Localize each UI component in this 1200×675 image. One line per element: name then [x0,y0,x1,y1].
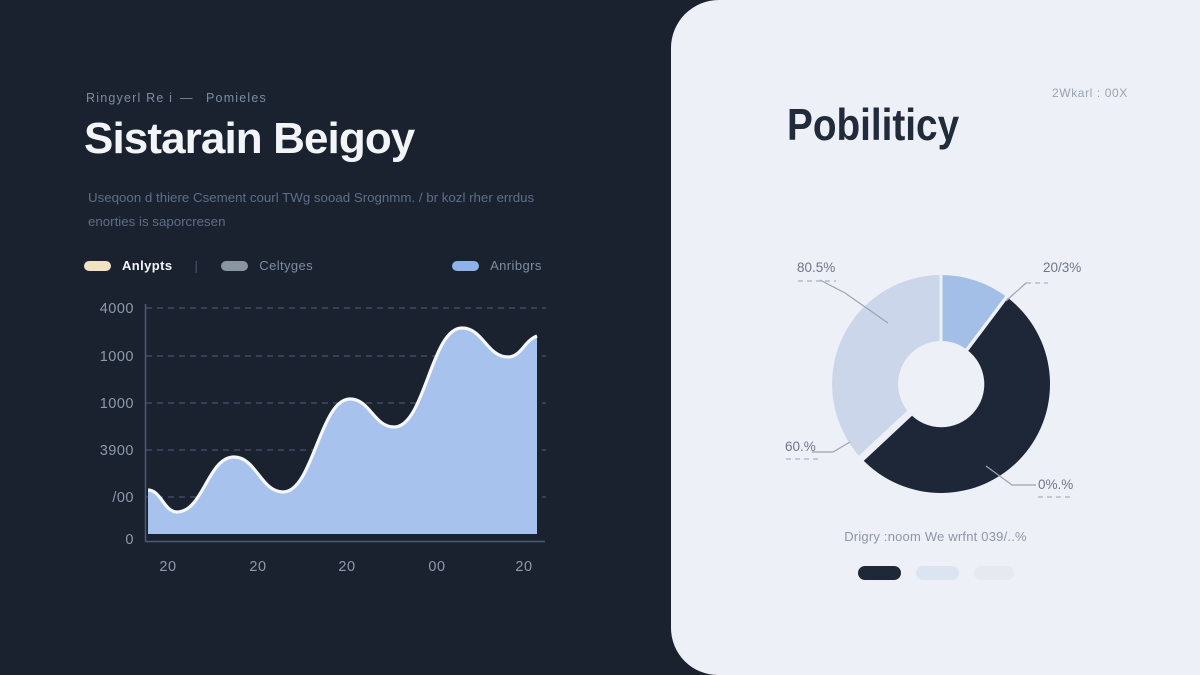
svg-text:1000: 1000 [100,396,134,412]
svg-text:/00: /00 [112,490,134,506]
svg-text:20: 20 [159,559,176,575]
svg-text:00: 00 [428,559,445,575]
svg-text:1000: 1000 [100,349,134,365]
svg-text:0%.%: 0%.% [1038,477,1073,492]
svg-text:60.%: 60.% [785,439,816,454]
svg-text:20: 20 [338,559,355,575]
svg-text:20/3%: 20/3% [1043,260,1081,275]
svg-text:4000: 4000 [100,301,134,317]
svg-text:20: 20 [515,559,532,575]
svg-text:3900: 3900 [100,443,134,459]
svg-text:80.5%: 80.5% [797,260,835,275]
svg-text:0: 0 [125,532,134,548]
svg-text:20: 20 [249,559,266,575]
